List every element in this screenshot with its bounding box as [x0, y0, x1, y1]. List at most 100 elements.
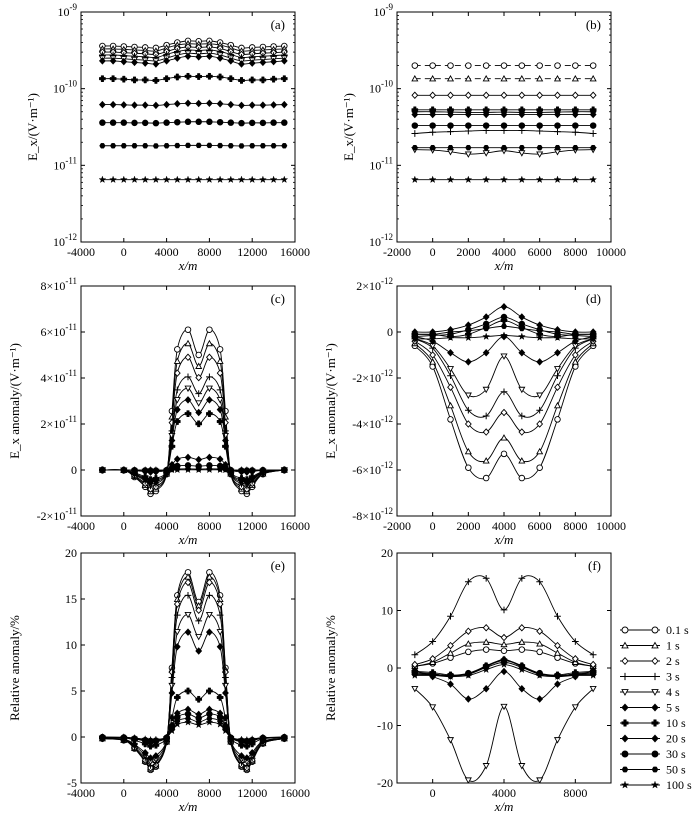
data-point [430, 705, 436, 710]
legend-label: 100 s [666, 778, 692, 792]
x-axis-label: x/m [494, 258, 514, 273]
data-point [483, 314, 489, 320]
y-tick-label: -6×10-12 [352, 460, 393, 477]
x-tick-label: 16000 [280, 786, 310, 800]
data-point [519, 326, 525, 331]
data-point [185, 100, 191, 106]
legend-marker [652, 658, 658, 665]
data-point [207, 397, 213, 403]
x-axis-label: x/m [178, 799, 198, 814]
y-tick-label: 8×10-11 [41, 276, 77, 293]
data-point [554, 613, 561, 620]
x-tick-label: 0 [121, 245, 127, 259]
data-point [174, 694, 180, 700]
data-point [519, 145, 525, 150]
legend-entry: 10 s [620, 716, 686, 730]
data-point [260, 120, 266, 126]
data-point [501, 324, 507, 329]
x-tick-label: 8000 [563, 786, 587, 800]
data-point [447, 176, 454, 182]
data-point [466, 328, 472, 333]
data-point [228, 76, 234, 82]
x-tick-label: 12000 [237, 245, 267, 259]
x-tick-label: 8000 [197, 519, 221, 533]
data-point [169, 683, 175, 688]
data-point [448, 403, 454, 408]
y-axis-label: E_x/(V·m⁻¹) [341, 93, 356, 161]
data-point [238, 77, 244, 83]
x-tick-label: 4000 [492, 519, 516, 533]
data-point [260, 102, 266, 108]
data-point [249, 60, 255, 66]
y-tick-label: -10 [377, 719, 393, 733]
data-point [590, 92, 596, 98]
data-point [519, 63, 525, 69]
data-point [430, 123, 436, 129]
data-point [483, 625, 489, 631]
data-point [99, 176, 106, 182]
legend-marker [622, 767, 628, 772]
data-point [554, 372, 561, 379]
panel-label: (f) [588, 558, 601, 573]
data-point [519, 429, 525, 435]
data-point [483, 63, 489, 69]
y-axis-label: E_x/(V·m⁻¹) [25, 93, 40, 161]
data-point [466, 628, 472, 634]
legend-marker [622, 720, 629, 727]
data-point [572, 129, 579, 136]
data-point [501, 648, 507, 654]
x-tick-label: 4000 [155, 519, 179, 533]
data-point [281, 76, 287, 82]
data-point [217, 101, 223, 107]
legend-entry: 50 s [620, 763, 686, 777]
data-point [483, 123, 489, 129]
x-tick-label: 0 [121, 786, 127, 800]
x-tick-label: 4000 [492, 786, 516, 800]
y-tick-label: 0 [387, 661, 393, 675]
data-point [110, 76, 116, 82]
data-point [239, 102, 245, 108]
x-tick-label: 4000 [492, 245, 516, 259]
series-line-4-s [102, 53, 284, 61]
data-point [572, 176, 579, 182]
x-axis-label: x/m [178, 258, 198, 273]
x-tick-label: 16000 [280, 245, 310, 259]
y-tick-label: 10 [65, 638, 77, 652]
data-point [501, 451, 507, 457]
x-tick-label: 4000 [155, 245, 179, 259]
data-point [555, 650, 561, 655]
data-point [260, 59, 266, 65]
data-point [185, 327, 191, 333]
data-point [185, 73, 191, 79]
data-point [217, 694, 223, 700]
data-point [207, 53, 213, 59]
data-point [271, 76, 277, 82]
data-point [537, 145, 543, 150]
data-point [430, 63, 436, 69]
data-point [185, 53, 191, 59]
series-layer [411, 575, 596, 783]
data-point [121, 102, 127, 108]
y-tick-label: 4×10-11 [41, 368, 77, 385]
data-point [282, 102, 288, 108]
data-point [411, 130, 418, 137]
data-point [537, 778, 543, 783]
data-point [537, 63, 543, 69]
data-point [448, 384, 454, 390]
y-tick-label: 2×10-12 [356, 276, 393, 293]
data-point [271, 120, 277, 126]
data-point [466, 92, 472, 98]
data-point [466, 123, 472, 129]
data-point [217, 176, 224, 182]
data-point [169, 674, 176, 681]
y-tick-label: 10-10 [369, 79, 393, 96]
data-point [466, 63, 472, 69]
legend-label: 30 s [666, 747, 686, 761]
x-tick-label: -2000 [383, 519, 411, 533]
data-point [217, 74, 223, 80]
legend-marker [651, 781, 658, 788]
